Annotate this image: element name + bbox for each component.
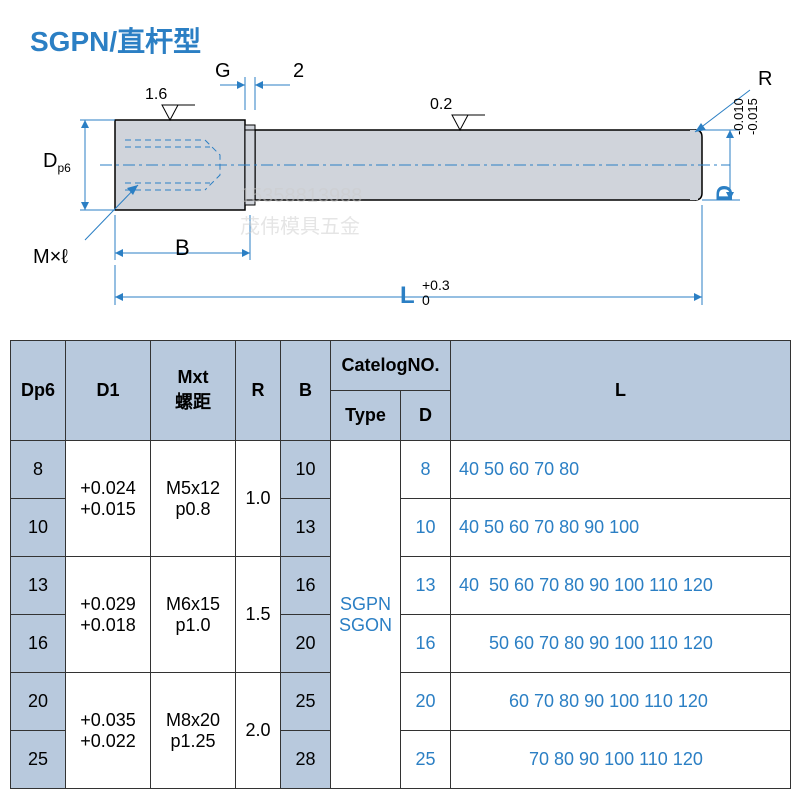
th-mxt: Mxt 螺距 bbox=[151, 341, 236, 441]
cell-d: 16 bbox=[401, 615, 451, 673]
th-b: B bbox=[281, 341, 331, 441]
label-b: B bbox=[175, 235, 190, 261]
cell-b: 28 bbox=[281, 731, 331, 789]
label-mxl: M×ℓ bbox=[33, 246, 68, 269]
cell-dp6: 8 bbox=[11, 441, 66, 499]
table-row: 20+0.035 +0.022M8x20 p1.252.02520 60 70 … bbox=[11, 673, 791, 731]
cell-d: 25 bbox=[401, 731, 451, 789]
label-g: G bbox=[215, 60, 231, 83]
page-title: SGPN/直杆型 bbox=[30, 20, 201, 60]
cell-d1: +0.035 +0.022 bbox=[66, 673, 151, 789]
cell-b: 10 bbox=[281, 441, 331, 499]
cell-b: 16 bbox=[281, 557, 331, 615]
cell-l: 40 50 60 70 80 90 100 bbox=[451, 499, 791, 557]
th-d: D bbox=[401, 391, 451, 441]
label-r: R bbox=[758, 68, 772, 91]
label-d-tol: -0.010-0.015 bbox=[732, 98, 761, 135]
cell-r: 1.0 bbox=[236, 441, 281, 557]
cell-d1: +0.029 +0.018 bbox=[66, 557, 151, 673]
cell-type: SGPN SGON bbox=[331, 441, 401, 789]
label-l: L bbox=[400, 282, 415, 310]
cell-l: 50 60 70 80 90 100 110 120 bbox=[451, 615, 791, 673]
label-02: 0.2 bbox=[430, 96, 452, 114]
cell-l: 40 50 60 70 80 bbox=[451, 441, 791, 499]
label-l-tol: +0.30 bbox=[422, 278, 450, 309]
cell-b: 20 bbox=[281, 615, 331, 673]
cell-l: 60 70 80 90 100 110 120 bbox=[451, 673, 791, 731]
cell-d: 13 bbox=[401, 557, 451, 615]
cell-b: 13 bbox=[281, 499, 331, 557]
cell-r: 2.0 bbox=[236, 673, 281, 789]
label-dp6: Dp6 bbox=[43, 150, 71, 175]
th-catalog: CatelogNO. bbox=[331, 341, 451, 391]
table-row: 8+0.024 +0.015M5x12 p0.81.010SGPN SGON84… bbox=[11, 441, 791, 499]
th-d1: D1 bbox=[66, 341, 151, 441]
cell-d: 8 bbox=[401, 441, 451, 499]
cell-dp6: 20 bbox=[11, 673, 66, 731]
label-16: 1.6 bbox=[145, 86, 167, 104]
cell-mxt: M5x12 p0.8 bbox=[151, 441, 236, 557]
cell-dp6: 25 bbox=[11, 731, 66, 789]
cell-l: 70 80 90 100 110 120 bbox=[451, 731, 791, 789]
label-d: D bbox=[712, 185, 738, 201]
cell-mxt: M6x15 p1.0 bbox=[151, 557, 236, 673]
cell-d: 10 bbox=[401, 499, 451, 557]
cell-dp6: 10 bbox=[11, 499, 66, 557]
cell-d: 20 bbox=[401, 673, 451, 731]
th-dp6: Dp6 bbox=[11, 341, 66, 441]
th-l: L bbox=[451, 341, 791, 441]
cell-dp6: 13 bbox=[11, 557, 66, 615]
spec-table: Dp6D1Mxt 螺距RBCatelogNO.LTypeD8+0.024 +0.… bbox=[10, 340, 791, 789]
cell-mxt: M8x20 p1.25 bbox=[151, 673, 236, 789]
table-row: 13+0.029 +0.018M6x15 p1.01.5161340 50 60… bbox=[11, 557, 791, 615]
th-type: Type bbox=[331, 391, 401, 441]
label-2: 2 bbox=[293, 60, 304, 83]
cell-d1: +0.024 +0.015 bbox=[66, 441, 151, 557]
cell-l: 40 50 60 70 80 90 100 110 120 bbox=[451, 557, 791, 615]
th-r: R bbox=[236, 341, 281, 441]
cell-r: 1.5 bbox=[236, 557, 281, 673]
cell-b: 25 bbox=[281, 673, 331, 731]
cell-dp6: 16 bbox=[11, 615, 66, 673]
